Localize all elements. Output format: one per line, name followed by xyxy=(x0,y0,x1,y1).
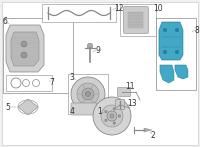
Circle shape xyxy=(118,115,121,117)
Circle shape xyxy=(77,83,99,105)
FancyBboxPatch shape xyxy=(6,75,52,91)
Text: 2: 2 xyxy=(151,131,155,140)
FancyBboxPatch shape xyxy=(156,18,196,90)
Text: 1: 1 xyxy=(98,107,102,117)
Circle shape xyxy=(113,122,116,124)
Circle shape xyxy=(163,28,167,32)
Circle shape xyxy=(105,110,107,113)
Text: 6: 6 xyxy=(3,16,7,25)
Circle shape xyxy=(71,77,105,111)
Text: 7: 7 xyxy=(50,77,54,86)
FancyBboxPatch shape xyxy=(42,4,116,22)
Circle shape xyxy=(110,114,114,118)
Circle shape xyxy=(21,41,27,47)
Circle shape xyxy=(175,28,179,32)
Circle shape xyxy=(21,52,27,58)
FancyBboxPatch shape xyxy=(71,103,97,115)
FancyBboxPatch shape xyxy=(120,4,156,36)
FancyBboxPatch shape xyxy=(123,6,148,34)
FancyBboxPatch shape xyxy=(115,100,124,110)
FancyBboxPatch shape xyxy=(128,12,143,28)
Text: 12: 12 xyxy=(114,4,124,12)
Text: 9: 9 xyxy=(96,46,100,55)
Polygon shape xyxy=(6,25,44,72)
Circle shape xyxy=(175,50,179,54)
Text: 10: 10 xyxy=(153,4,163,12)
Polygon shape xyxy=(159,22,183,60)
FancyBboxPatch shape xyxy=(68,74,108,114)
Text: 13: 13 xyxy=(127,98,137,107)
Polygon shape xyxy=(144,128,152,132)
Circle shape xyxy=(93,97,131,135)
Text: 11: 11 xyxy=(125,81,135,91)
Text: 5: 5 xyxy=(6,102,10,112)
Circle shape xyxy=(113,108,116,110)
Circle shape xyxy=(163,50,167,54)
Polygon shape xyxy=(160,65,174,83)
Circle shape xyxy=(101,105,123,127)
Circle shape xyxy=(82,88,94,100)
Text: 4: 4 xyxy=(70,107,74,117)
FancyBboxPatch shape xyxy=(117,87,130,96)
Polygon shape xyxy=(18,99,38,115)
Polygon shape xyxy=(11,32,39,66)
Text: 3: 3 xyxy=(70,72,74,81)
FancyBboxPatch shape xyxy=(2,2,198,145)
FancyBboxPatch shape xyxy=(3,18,73,93)
Circle shape xyxy=(105,119,107,122)
Circle shape xyxy=(107,111,117,121)
Text: 8: 8 xyxy=(195,25,199,35)
Polygon shape xyxy=(175,65,188,79)
Circle shape xyxy=(85,91,90,96)
Circle shape xyxy=(87,43,93,49)
